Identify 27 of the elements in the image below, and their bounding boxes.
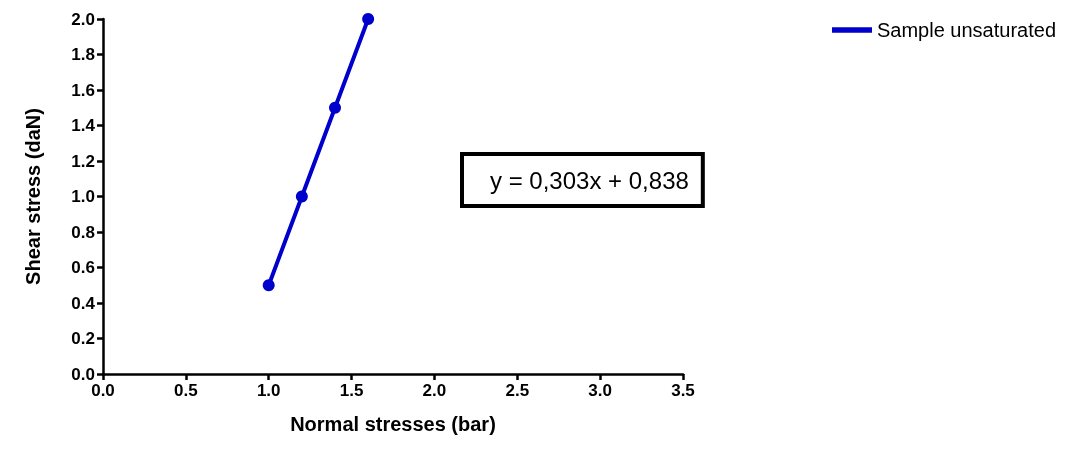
y-tick-label: 0.8 [71, 222, 95, 242]
y-tick-label: 0.6 [71, 258, 95, 277]
x-axis-title: Normal stresses (bar) [290, 413, 496, 435]
x-tick-label: 0.5 [174, 381, 198, 400]
point [295, 190, 308, 203]
y-tick-label: 0.4 [71, 293, 96, 313]
x-tick-label: 2.0 [422, 381, 447, 400]
x-tick-label: 3.5 [671, 381, 695, 400]
x-tick-label: 0.0 [91, 381, 115, 400]
x-tick-label: 3.0 [588, 381, 612, 400]
point [262, 279, 275, 292]
y-tick-label: 0.2 [71, 329, 95, 348]
y-tick-label: 2.0 [71, 9, 95, 29]
legend-label: Sample unsaturated [877, 19, 1057, 41]
y-tick-label: 1.4 [71, 116, 96, 135]
y-tick-label: 1.6 [71, 80, 95, 100]
point [329, 101, 341, 114]
point [362, 13, 375, 25]
annotation: y = 0,303x + 0,838 [490, 166, 689, 194]
x-tick-label: 2.5 [505, 381, 530, 400]
y-tick-label: 1.0 [71, 187, 95, 206]
y-axis-title: Shear stress (daN) [22, 108, 44, 285]
y-tick-label: 1.8 [71, 45, 95, 64]
x-tick-label: 1.0 [256, 381, 281, 400]
y-tick-label: 0.0 [71, 364, 95, 384]
x-tick-label: 1.5 [339, 381, 364, 400]
y-tick-label: 1.2 [71, 151, 95, 171]
